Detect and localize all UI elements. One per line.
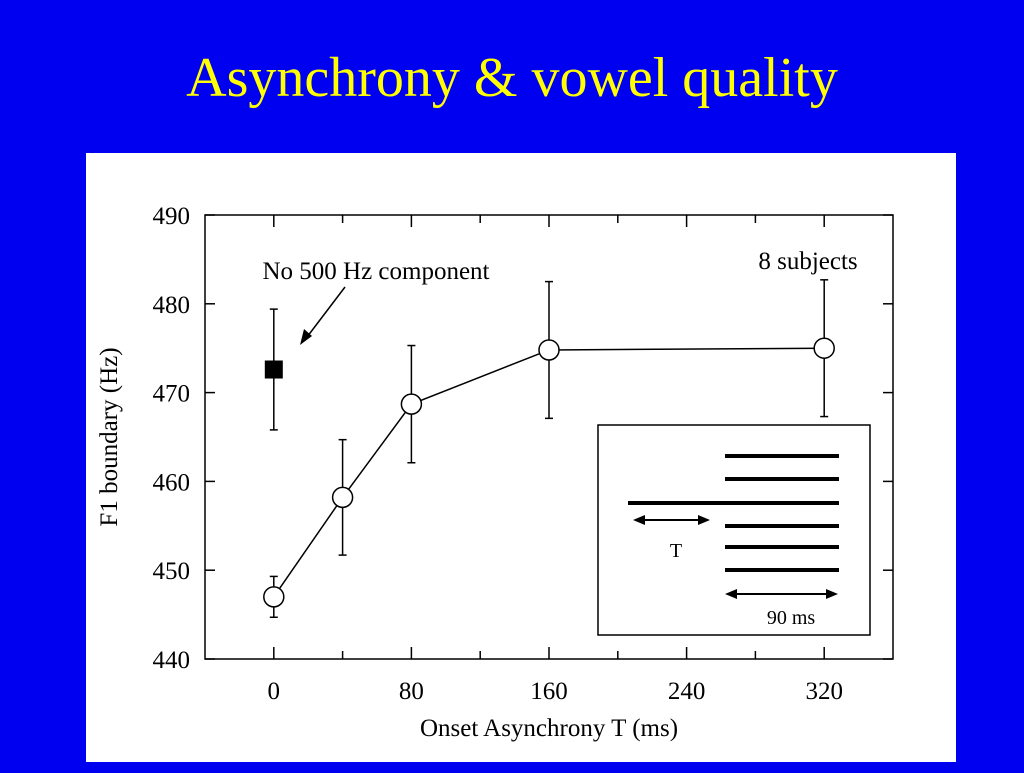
inset-label: T [670, 540, 682, 562]
marker [331, 486, 354, 509]
inset-label: 90 ms [767, 607, 816, 629]
marker [538, 339, 560, 361]
y-tick-label: 460 [153, 469, 191, 496]
annotation: No 500 Hz component [262, 258, 489, 285]
x-tick-label: 320 [805, 678, 843, 705]
y-tick-label: 480 [153, 292, 191, 319]
arrow-heads [725, 589, 838, 599]
annotation-arrow [303, 286, 346, 342]
marker [813, 337, 835, 359]
inset-box [597, 424, 871, 636]
arrow-head [300, 329, 312, 345]
x-tick-label: 160 [530, 678, 568, 705]
x-tick-label: 240 [668, 678, 706, 705]
marker [400, 393, 423, 415]
inset [597, 424, 871, 636]
y-tick-label: 470 [153, 381, 191, 408]
x-axis-label: Onset Asynchrony T (ms) [420, 715, 678, 742]
marker [264, 360, 283, 379]
slide-title: Asynchrony & vowel quality [186, 47, 838, 109]
inset-lines [628, 454, 839, 572]
y-tick-label: 440 [153, 647, 191, 674]
x-tick-label: 0 [268, 678, 281, 705]
y-tick-label: 490 [153, 203, 191, 230]
annotation: 8 subjects [758, 248, 857, 275]
marker [263, 586, 285, 608]
x-tick-label: 80 [399, 678, 424, 705]
plot: 440 450 460 470 480 490 0 80 160 240 320 Onset Asyn… [96, 203, 894, 742]
y-axis-label: F1 boundary (Hz) [96, 347, 123, 526]
y-tick-label: 450 [153, 558, 191, 585]
